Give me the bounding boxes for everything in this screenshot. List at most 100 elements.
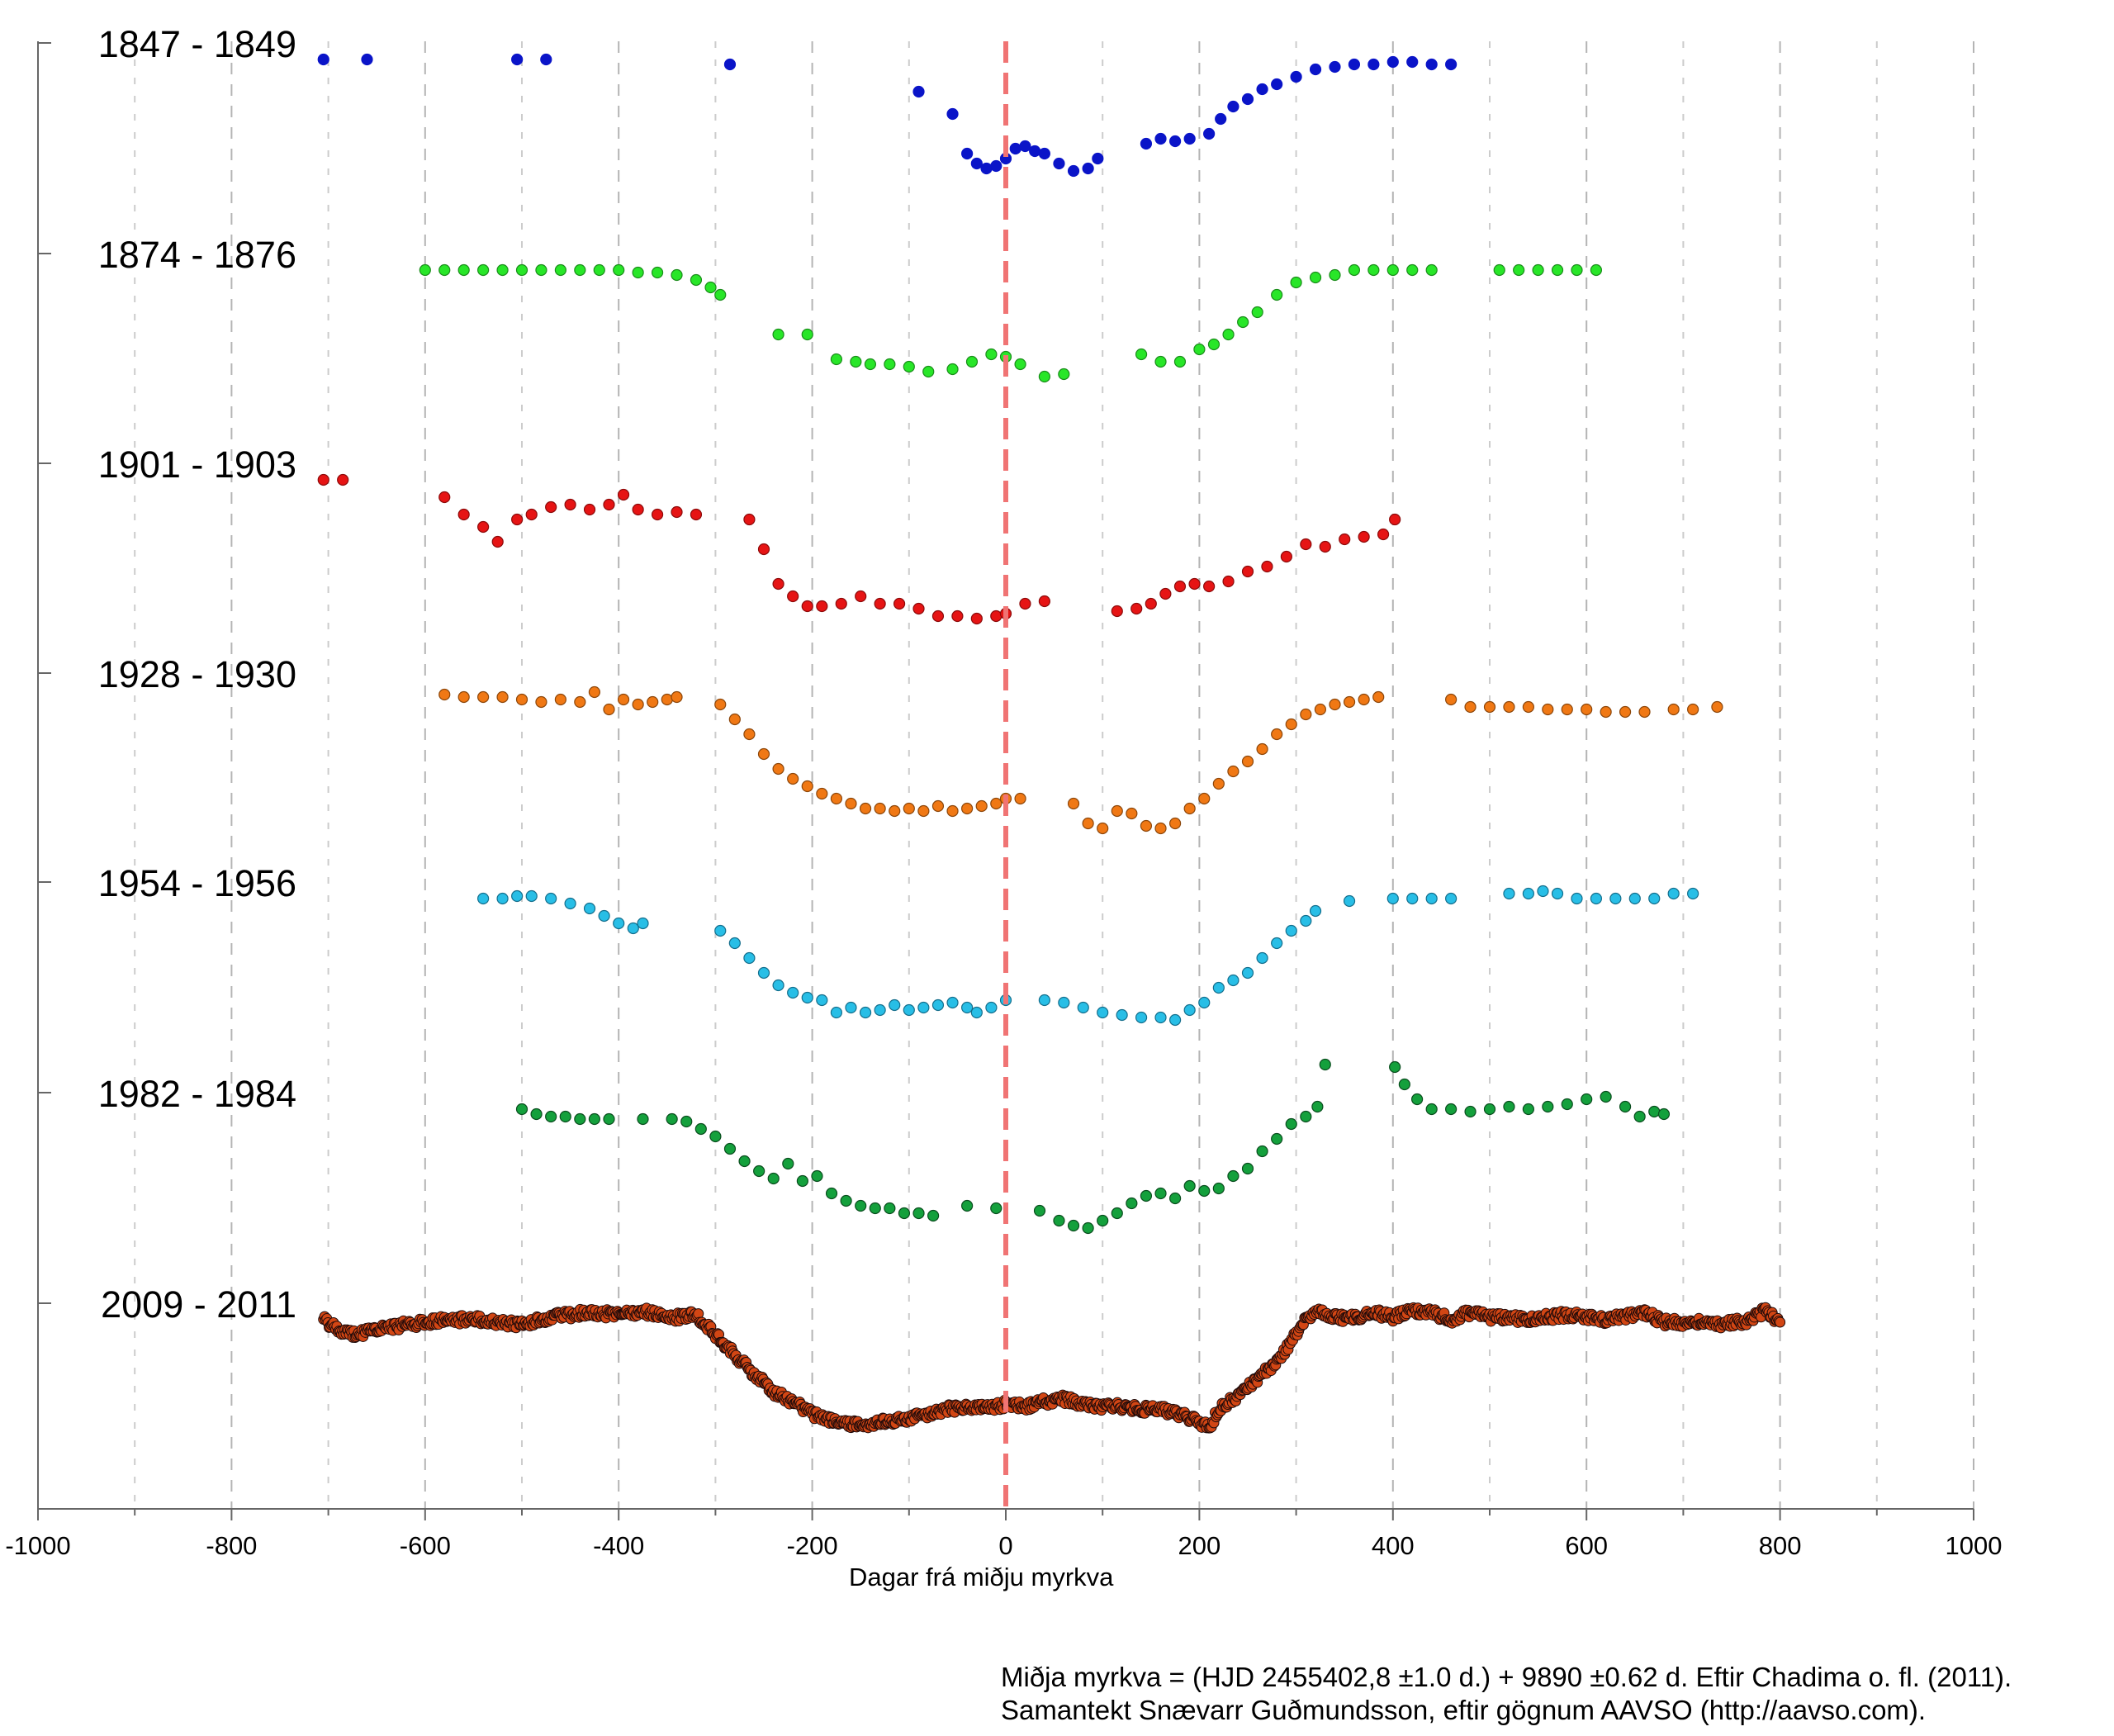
data-point xyxy=(801,600,813,613)
vertical-gridlines xyxy=(134,41,1974,1509)
data-point xyxy=(1227,1169,1239,1183)
data-point xyxy=(1425,1103,1438,1116)
data-point xyxy=(1667,703,1680,716)
data-point xyxy=(1241,1162,1254,1175)
data-point xyxy=(816,994,828,1007)
data-point xyxy=(1571,263,1583,277)
data-point xyxy=(845,797,857,810)
data-point xyxy=(1251,306,1263,319)
data-point xyxy=(603,703,615,716)
data-point xyxy=(1542,1100,1554,1113)
data-point xyxy=(515,693,528,706)
x-tick-label: 0 xyxy=(998,1531,1012,1560)
data-point xyxy=(1285,924,1297,937)
data-point xyxy=(975,799,988,813)
data-point xyxy=(1038,595,1050,608)
data-point xyxy=(970,612,983,625)
data-point xyxy=(903,802,915,815)
data-point xyxy=(903,360,915,373)
data-point xyxy=(477,690,490,704)
data-point xyxy=(912,1207,925,1220)
data-point xyxy=(637,917,649,930)
data-point xyxy=(1077,1001,1089,1014)
data-point xyxy=(980,162,993,175)
data-point xyxy=(1173,355,1187,368)
data-point xyxy=(1271,288,1283,301)
data-point xyxy=(690,273,703,287)
data-point xyxy=(787,772,799,785)
data-point xyxy=(801,991,813,1004)
data-point xyxy=(951,609,964,623)
data-point xyxy=(1271,937,1283,950)
data-point xyxy=(1389,1060,1401,1074)
data-point xyxy=(714,698,727,711)
data-point xyxy=(632,698,644,711)
data-point xyxy=(1168,1013,1182,1027)
data-point xyxy=(1256,951,1268,965)
data-point xyxy=(1410,1093,1424,1106)
data-point xyxy=(1183,1179,1196,1193)
data-point xyxy=(903,1003,915,1017)
data-point xyxy=(1038,994,1050,1007)
data-point xyxy=(825,1187,838,1200)
data-point xyxy=(931,609,945,623)
data-point xyxy=(1033,1204,1046,1217)
data-point xyxy=(772,979,784,992)
data-point xyxy=(1348,58,1361,71)
data-point xyxy=(515,1103,528,1116)
data-point xyxy=(1329,698,1341,711)
x-tick-label: 1000 xyxy=(1946,1531,2003,1560)
data-point xyxy=(1227,100,1239,113)
data-point xyxy=(1348,263,1361,277)
data-point xyxy=(970,1006,983,1019)
data-point xyxy=(690,508,703,521)
data-point xyxy=(1581,1093,1593,1106)
data-point xyxy=(874,597,886,610)
data-point xyxy=(1188,577,1201,591)
data-point xyxy=(1203,580,1216,593)
x-axis-label: Dagar frá miðju myrkva xyxy=(849,1563,1114,1591)
data-point xyxy=(680,1115,693,1128)
data-point xyxy=(1513,263,1525,277)
data-point xyxy=(1483,700,1496,714)
data-point xyxy=(772,762,784,776)
data-point xyxy=(1590,263,1603,277)
data-point xyxy=(540,53,552,66)
data-point xyxy=(438,688,451,701)
data-point xyxy=(477,263,490,277)
data-point xyxy=(651,508,664,521)
series-label: 1982 - 1984 xyxy=(98,1073,296,1115)
data-point xyxy=(564,897,576,910)
data-point xyxy=(361,53,373,66)
data-point xyxy=(1082,817,1094,830)
data-point xyxy=(598,909,610,923)
data-point xyxy=(574,695,586,709)
data-point xyxy=(617,488,630,501)
data-point xyxy=(1425,263,1438,277)
data-point xyxy=(787,986,799,999)
data-point xyxy=(855,1199,867,1212)
data-point xyxy=(1019,597,1031,610)
data-point xyxy=(1300,914,1312,927)
data-point xyxy=(965,355,979,368)
data-point xyxy=(525,889,538,903)
data-point xyxy=(574,1112,586,1126)
data-point xyxy=(1425,892,1438,905)
data-point xyxy=(927,1209,940,1222)
data-point xyxy=(1445,58,1458,71)
axes xyxy=(37,41,1974,1520)
data-point xyxy=(1053,1214,1065,1227)
data-point xyxy=(1067,797,1080,810)
data-point xyxy=(946,107,959,121)
data-point xyxy=(1445,693,1458,706)
data-point xyxy=(1053,157,1065,170)
series-label: 1954 - 1956 xyxy=(98,862,296,904)
data-point xyxy=(588,685,601,699)
data-point xyxy=(574,263,586,277)
data-point xyxy=(1082,1221,1094,1235)
data-point xyxy=(816,787,828,800)
data-point xyxy=(917,1001,930,1014)
x-tick-label: -800 xyxy=(206,1531,257,1560)
data-point xyxy=(1126,807,1138,820)
data-point xyxy=(922,365,935,378)
